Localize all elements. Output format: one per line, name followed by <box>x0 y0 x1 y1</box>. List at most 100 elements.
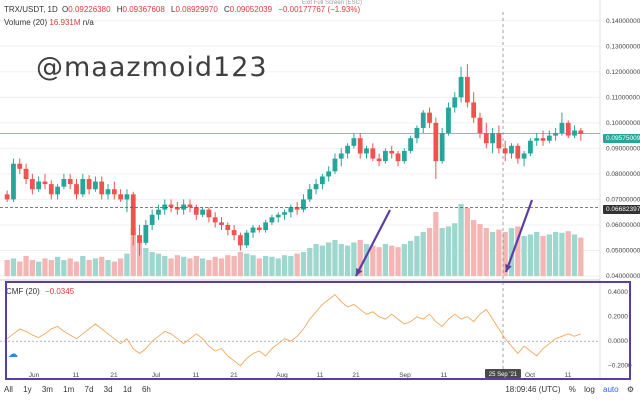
volume-bar <box>218 258 225 276</box>
volume-bar <box>23 256 29 276</box>
cmf-legend-value: −0.0345 <box>45 287 75 296</box>
volume-bar <box>80 256 86 276</box>
status-right: 18:09:46 (UTC) % log auto ⚙ <box>499 385 634 394</box>
timeframe-1d[interactable]: 1d <box>122 385 132 394</box>
candle-body <box>238 235 243 246</box>
ohlc-open-value: 0.09226380 <box>68 5 111 14</box>
crosshair-date-bg <box>485 369 521 378</box>
volume-bar <box>546 234 552 276</box>
timeframe-bar: All 1y 3m 1m 7d 3d 1d 6h <box>4 385 159 394</box>
candle-body <box>86 179 92 190</box>
ohlc-close-value: 0.09052039 <box>229 5 273 14</box>
timeframe-6h[interactable]: 6h <box>141 385 151 394</box>
candle-body <box>502 148 508 154</box>
volume-bar <box>357 240 363 276</box>
auto-toggle[interactable]: auto <box>603 385 619 394</box>
volume-bar <box>439 228 445 276</box>
volume-bar <box>155 253 162 276</box>
candle-body <box>61 179 67 187</box>
volume-legend[interactable]: Volume (20) 16.931M n/a <box>4 18 94 27</box>
candle-body <box>496 133 502 149</box>
time-tick-label: Jul <box>152 372 161 379</box>
candle-body <box>521 153 527 159</box>
volume-bar <box>382 244 389 276</box>
exit-fullscreen-button[interactable]: Exit Full Screen (ESC) <box>302 0 363 6</box>
timeframe-3d[interactable]: 3d <box>103 385 113 394</box>
volume-bar <box>363 244 370 276</box>
candle-body <box>231 230 237 236</box>
cmf-tick-label: −0.2000 <box>608 363 632 370</box>
volume-bar <box>496 229 502 276</box>
volume-bar <box>99 256 105 276</box>
volume-bar <box>187 258 193 276</box>
cmf-line <box>6 293 581 367</box>
timeframe-1y[interactable]: 1y <box>23 385 32 394</box>
volume-bar <box>275 258 281 276</box>
candle-body <box>370 148 376 159</box>
volume-bar <box>445 226 452 276</box>
candle-body <box>515 145 521 159</box>
volume-legend-label: Volume (20) <box>4 18 48 27</box>
settings-gear-icon[interactable]: ⚙ <box>626 385 634 394</box>
volume-legend-extra: n/a <box>82 18 94 27</box>
ohlc-high-value: 0.09367608 <box>122 5 165 14</box>
candle-body <box>111 189 117 195</box>
candle-body <box>130 194 136 236</box>
volume-bar <box>294 253 300 276</box>
candle-body <box>559 122 565 134</box>
candle-body <box>17 163 23 169</box>
candle-body <box>48 184 54 195</box>
volume-bar <box>181 256 187 276</box>
price-tick-label: 0.08000000 <box>606 171 640 178</box>
candle-body <box>219 222 224 225</box>
timeframe-7d[interactable]: 7d <box>84 385 94 394</box>
candle-body <box>477 117 483 134</box>
price-change: −0.00177767 (−1.93%) <box>278 5 361 14</box>
candle-body <box>490 133 495 144</box>
price-tick-label: 0.07000000 <box>606 196 640 203</box>
volume-bar <box>326 242 332 276</box>
ohlc-low-label: L <box>171 5 176 14</box>
timeframe-3m[interactable]: 3m <box>41 385 53 394</box>
time-tick-label: 11 <box>317 372 324 379</box>
volume-bar <box>73 261 80 276</box>
candle-body <box>313 184 319 190</box>
volume-bar <box>36 261 42 276</box>
candle-body <box>338 153 344 159</box>
time-tick-label: 21 <box>352 372 360 379</box>
volume-bar <box>389 245 395 276</box>
volume-bar <box>433 212 439 276</box>
volume-bar <box>307 248 313 276</box>
crosshair-date-label: 25 Sep '21 <box>489 372 518 378</box>
volume-bar <box>130 228 136 276</box>
cmf-legend-label: CMF (20) <box>6 287 40 296</box>
volume-bar <box>117 258 124 276</box>
volume-bar <box>212 256 218 276</box>
volume-bar <box>426 228 433 276</box>
candle-body <box>345 145 350 154</box>
ohlc-high-label: H <box>116 5 123 14</box>
chart-header: TRX/USDT, 1D O0.09226380 H0.09367608 L0.… <box>4 5 364 14</box>
candle-body <box>99 181 105 195</box>
volume-bar <box>111 261 117 276</box>
candle-body <box>528 140 533 154</box>
candle-body <box>483 133 489 144</box>
time-axis: Jun 11 21 Jul 11 21 Aug 11 21 Sep 11 Oct 11 <box>29 372 572 379</box>
price-tick-label: 0.12000000 <box>606 69 640 76</box>
candle-body <box>74 184 79 195</box>
volume-bar <box>300 252 307 276</box>
log-toggle[interactable]: log <box>584 385 595 394</box>
percent-toggle[interactable]: % <box>568 385 576 394</box>
timeframe-1m[interactable]: 1m <box>63 385 75 394</box>
candle-body <box>174 207 180 210</box>
timeframe-all[interactable]: All <box>4 385 13 394</box>
volume-bar <box>313 244 319 276</box>
volume-bar <box>162 256 168 276</box>
candle-body <box>23 168 29 180</box>
volume-bar <box>527 234 534 276</box>
candle-body <box>149 214 155 225</box>
cmf-legend[interactable]: CMF (20) −0.0345 <box>6 287 74 296</box>
candle-body <box>578 130 584 134</box>
current-price-tag: 0.09575009 <box>603 134 640 143</box>
